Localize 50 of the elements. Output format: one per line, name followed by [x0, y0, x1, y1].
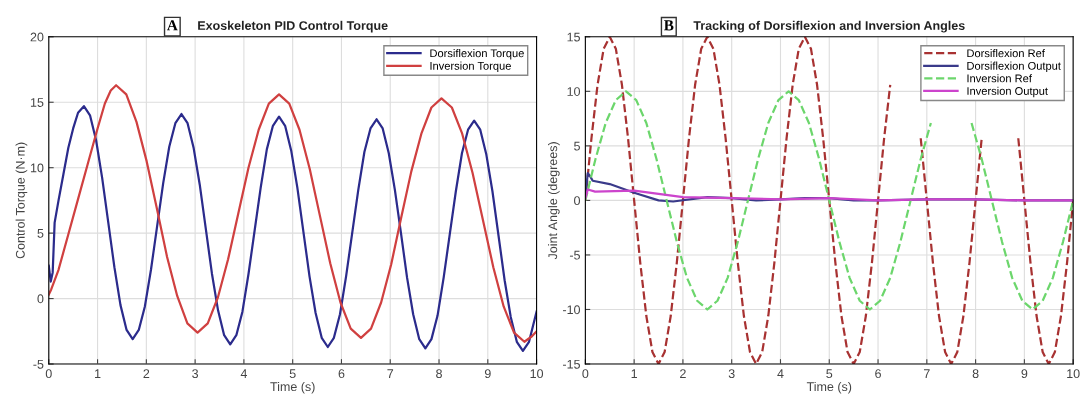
- x-tick-label: 5: [289, 369, 296, 379]
- y-tick-label: 10: [567, 87, 581, 96]
- y-tick-label: 5: [37, 229, 44, 238]
- x-tick-label: 3: [192, 369, 199, 379]
- legend-label: Inversion Output: [967, 86, 1048, 98]
- x-tick-label: 0: [582, 369, 589, 379]
- x-axis-title: Time (s): [270, 381, 315, 394]
- x-tick-label: 1: [631, 369, 638, 378]
- text: B: [663, 20, 674, 31]
- y-tick-label: 20: [30, 32, 44, 42]
- x-tick-label: 9: [1021, 369, 1028, 379]
- y-tick-label: 10: [30, 163, 44, 173]
- x-axis-title: Time (s): [806, 381, 852, 394]
- y-tick-label: -15: [562, 359, 580, 369]
- y-tick-label: -5: [33, 359, 44, 369]
- chart-title: Tracking of Dorsiflexion and Inversion Angles: [693, 20, 965, 33]
- legend-label: Dorsiflexion Ref: [967, 49, 1045, 58]
- x-tick-label: 6: [338, 369, 345, 379]
- legend-label: Inversion Ref: [967, 74, 1032, 83]
- y-tick-label: -5: [569, 250, 580, 260]
- legend-label: Dorsiflexion Torque: [430, 49, 524, 60]
- legend-label: Inversion Torque: [430, 61, 511, 72]
- y-tick-label: 5: [574, 141, 580, 151]
- legend-label: Dorsiflexion Output: [967, 61, 1061, 72]
- x-tick-label: 6: [875, 369, 881, 379]
- x-tick-label: 1: [95, 369, 101, 378]
- x-tick-label: 0: [45, 369, 52, 379]
- x-tick-label: 7: [387, 369, 394, 378]
- x-tick-label: 4: [240, 369, 248, 378]
- y-tick-label: -10: [562, 305, 581, 315]
- y-tick-label: 0: [37, 294, 44, 304]
- y-axis-title: Joint Angle (degrees): [548, 142, 560, 260]
- x-tick-label: 2: [680, 369, 686, 378]
- y-tick-label: 15: [567, 32, 580, 42]
- y-axis-title: Control Torque (N·m): [15, 142, 28, 259]
- x-tick-label: 2: [143, 369, 150, 378]
- line-series: [585, 188, 1074, 202]
- x-tick-label: 9: [484, 369, 491, 379]
- x-tick-label: 10: [530, 369, 544, 379]
- x-tick-label: 8: [972, 369, 979, 379]
- y-tick-label: 0: [574, 196, 581, 206]
- x-tick-label: 10: [1067, 369, 1080, 379]
- x-tick-label: 7: [923, 369, 930, 378]
- x-tick-label: 8: [436, 369, 442, 379]
- text: A: [166, 20, 178, 31]
- x-tick-label: 4: [777, 369, 784, 378]
- chart-title: Exoskeleton PID Control Torque: [198, 20, 388, 33]
- y-tick-label: 15: [30, 98, 44, 107]
- x-tick-label: 3: [728, 369, 735, 379]
- x-tick-label: 5: [826, 369, 833, 379]
